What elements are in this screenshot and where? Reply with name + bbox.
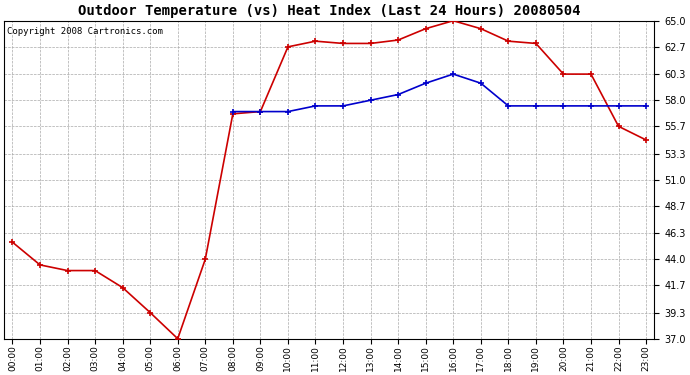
Text: Copyright 2008 Cartronics.com: Copyright 2008 Cartronics.com	[8, 27, 164, 36]
Title: Outdoor Temperature (vs) Heat Index (Last 24 Hours) 20080504: Outdoor Temperature (vs) Heat Index (Las…	[78, 4, 580, 18]
